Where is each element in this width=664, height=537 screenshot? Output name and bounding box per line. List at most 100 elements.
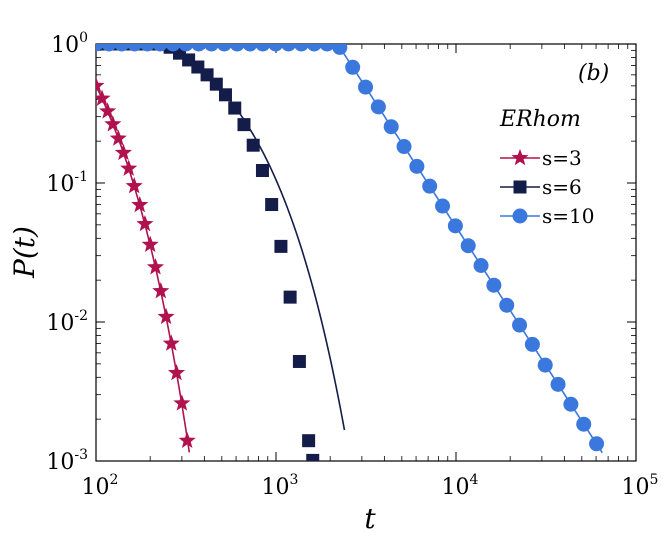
data-point-circle (152, 44, 168, 52)
y-tick-exponent: 0 (79, 30, 88, 46)
y-tick-base: 10 (51, 33, 79, 58)
x-tick-exponent: 4 (470, 472, 479, 488)
y-tick-label: 10-1 (46, 169, 88, 197)
data-point-circle (139, 44, 155, 52)
series-line (96, 44, 603, 454)
data-point-circle (268, 44, 284, 52)
data-point-circle (319, 44, 335, 52)
x-tick-exponent: 2 (110, 472, 119, 488)
data-point-circle (255, 44, 271, 52)
legend-entries: s=3 s=6 s=10 (500, 146, 594, 228)
x-tick-label: 104 (442, 472, 479, 500)
legend-entry: s=3 (500, 146, 582, 170)
data-point-square (246, 138, 260, 152)
data-point-star (131, 195, 149, 213)
x-tick-label: 105 (622, 472, 659, 500)
data-point-star (167, 363, 186, 381)
data-point-circle (191, 44, 207, 52)
data-point-star (146, 258, 165, 275)
data-point-circle (486, 277, 502, 293)
data-point-square (265, 198, 279, 212)
data-point-circle (127, 44, 143, 52)
data-point-star (173, 394, 191, 411)
data-point-circle (370, 99, 386, 115)
y-tick-base: 10 (46, 172, 74, 197)
data-point-circle (537, 357, 553, 373)
data-point-circle (306, 44, 322, 52)
data-point-star (157, 307, 175, 325)
data-point-star (120, 159, 138, 176)
data-point-circle (409, 158, 425, 174)
plot-frame (95, 43, 637, 462)
y-tick-exponent: -1 (74, 169, 88, 185)
data-point-square (218, 88, 232, 102)
data-point-circle (396, 139, 412, 155)
y-tick-label: 10-3 (46, 447, 88, 475)
data-point-circle (512, 317, 528, 333)
data-point-star (96, 89, 111, 106)
data-point-square (302, 434, 316, 448)
x-tick-label: 102 (82, 472, 119, 500)
legend-title: ERhom (499, 107, 581, 132)
data-point-star (136, 215, 154, 232)
data-point-circle (383, 119, 399, 135)
data-point-square (255, 164, 269, 178)
data-point-circle (242, 44, 258, 52)
x-tick-base: 10 (442, 475, 470, 500)
data-point-circle (101, 44, 117, 52)
series-s=10 (96, 44, 605, 454)
series-line (96, 85, 191, 453)
data-point-star (125, 177, 143, 194)
series-line (96, 44, 346, 431)
data-point-circle (589, 436, 605, 452)
data-point-circle (563, 396, 579, 412)
data-point-square (306, 453, 320, 461)
series-layer (96, 44, 605, 461)
data-point-circle (332, 44, 348, 55)
y-tick-label: 100 (51, 30, 88, 58)
data-point-circle (422, 178, 438, 194)
x-tick-labels: 102 103 104 105 (82, 472, 659, 500)
data-point-star (114, 143, 132, 161)
data-point-circle (524, 336, 540, 352)
data-point-circle (216, 44, 232, 52)
legend-label: s=10 (542, 204, 594, 228)
y-axis-title: P(t) (8, 226, 41, 279)
data-point-circle (345, 59, 361, 75)
data-point-circle (114, 44, 130, 52)
data-point-star (109, 129, 127, 146)
data-point-square (228, 101, 242, 115)
data-point-star (99, 102, 117, 119)
legend-label: s=3 (542, 146, 582, 170)
legend-marker-star (511, 149, 529, 166)
data-point-star (104, 115, 122, 132)
data-point-square (274, 239, 288, 253)
data-point-circle (178, 44, 194, 52)
data-point-circle (447, 218, 463, 234)
x-tick-exponent: 3 (290, 472, 299, 488)
x-tick-base: 10 (82, 475, 110, 500)
data-point-circle (473, 257, 489, 273)
y-tick-base: 10 (46, 311, 74, 336)
legend: ERhom s=3 s=6 s=10 (499, 107, 594, 228)
y-tick-base: 10 (46, 450, 74, 475)
legend-entry: s=6 (500, 175, 582, 199)
y-tick-label: 10-2 (46, 308, 88, 336)
data-point-circle (165, 44, 181, 52)
data-point-star (162, 334, 180, 351)
panel-label: (b) (578, 61, 609, 86)
legend-marker-circle (512, 208, 528, 224)
legend-entry: s=10 (500, 204, 594, 228)
data-point-circle (460, 238, 476, 254)
data-point-star (178, 431, 196, 448)
y-tick-exponent: -2 (74, 308, 88, 324)
data-point-circle (96, 44, 104, 52)
data-point-star (141, 235, 159, 252)
x-tick-base: 10 (262, 475, 290, 500)
data-point-star (96, 76, 105, 94)
data-point-circle (229, 44, 245, 52)
data-point-square (292, 354, 306, 368)
data-point-circle (281, 44, 297, 52)
